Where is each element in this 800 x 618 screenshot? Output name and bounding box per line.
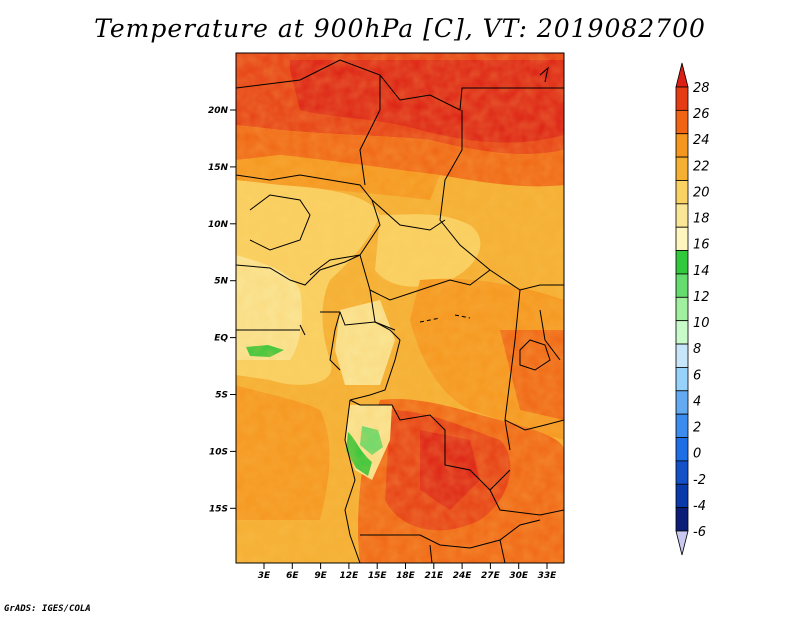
colorbar-label: 2 [693,421,701,436]
lat-tick-label: 10S [209,447,228,457]
colorbar-swatch [675,133,689,158]
colorbar-label: 26 [693,107,710,122]
colorbar-swatch [675,180,689,205]
lon-tick-label: 12E [340,571,360,581]
colorbar-label: 24 [693,133,710,148]
colorbar-swatch [675,156,689,181]
lon-tick-label: 3E [258,571,271,581]
colorbar-label: -2 [693,473,706,488]
colorbar-swatch [675,343,689,368]
lat-tick-label: 20N [208,106,229,116]
colorbar-swatch [675,507,689,532]
lon-tick-label: 18E [396,571,416,581]
grads-credit: GrADS: IGES/COLA [4,604,91,614]
lat-tick-label: 5S [215,391,228,401]
lon-tick-label: 24E [453,571,473,581]
colorbar-label: 6 [693,368,701,383]
colorbar-label: -6 [693,525,706,540]
colorbar-swatch [675,86,689,111]
map-frame [235,52,565,564]
colorbar-label: 28 [693,81,710,96]
colorbar-swatch [675,320,689,345]
lon-tick-label: 6E [286,571,299,581]
latitude-axis: 20N 15N 10N 5N EQ 5S 10S 15S [208,106,236,514]
colorbar-swatch [675,390,689,415]
colorbar-swatch [675,203,689,228]
colorbar-label: 18 [693,212,710,227]
colorbar-label: 16 [693,238,710,253]
colorbar-label: 0 [693,447,701,462]
colorbar-label: -4 [693,499,706,514]
colorbar-bottom-arrow [675,530,689,556]
colorbar-label: 20 [693,185,710,200]
lon-tick-label: 9E [314,571,327,581]
colorbar-label: 12 [693,290,710,305]
colorbar-swatch [675,109,689,135]
lat-tick-label: 10N [208,220,229,230]
temperature-field [236,53,564,563]
colorbar-swatch [675,296,689,322]
lat-tick-label: 15S [209,504,228,514]
longitude-axis: 3E 6E 9E 12E 15E 18E 21E 24E 27E 30E 33E [258,563,557,581]
colorbar-label: 8 [693,342,701,357]
colorbar-swatch [675,413,689,438]
colorbar-swatch [675,437,689,462]
chart-title: Temperature at 900hPa [C], VT: 201908270… [94,14,706,43]
lon-tick-label: 27E [481,571,501,581]
colorbar-top-arrow [675,62,689,88]
colorbar-label: 10 [693,316,710,331]
country-borders [236,59,564,563]
colorbar-label: 14 [693,264,710,279]
colorbar-swatch [675,226,689,251]
colorbar-swatch [675,367,689,392]
lon-tick-label: 33E [538,571,558,581]
lat-tick-label: EQ [214,334,228,344]
lon-tick-label: 21E [424,571,444,581]
colorbar-swatch [675,483,689,509]
lat-tick-label: 5N [214,277,228,287]
colorbar-label: 22 [693,159,710,174]
lat-tick-label: 15N [208,163,229,173]
lon-tick-label: 15E [368,571,388,581]
colorbar-swatch [675,250,689,275]
lon-tick-label: 30E [509,571,529,581]
colorbar-label: 4 [693,394,701,409]
colorbar-swatch [675,273,689,298]
colorbar-swatch [675,460,689,485]
